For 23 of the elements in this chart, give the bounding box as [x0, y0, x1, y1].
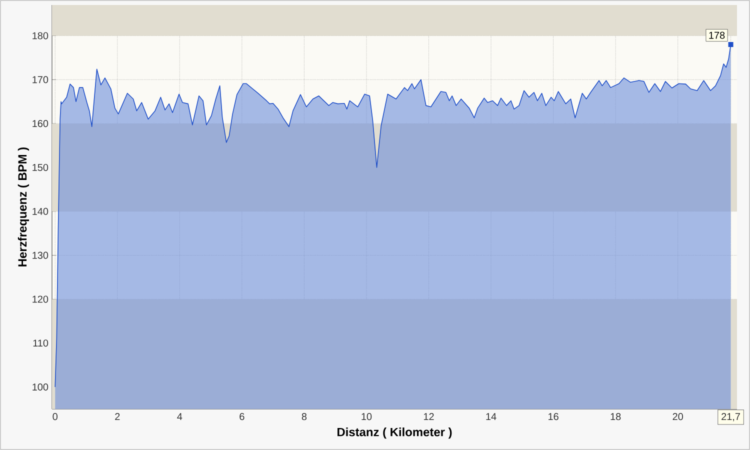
y-tick-label: 110 — [33, 340, 48, 347]
x-tick-label: 6 — [240, 413, 244, 420]
y-axis-title: Herzfrequenz ( BPM ) — [18, 147, 30, 266]
y-tick-label: 140 — [32, 208, 48, 215]
annotation: 178 — [709, 32, 725, 39]
x-tick-label: 4 — [177, 413, 182, 420]
y-tick-label: 120 — [32, 296, 48, 303]
y-tick-label: 180 — [32, 32, 48, 40]
y-tick-label: 160 — [32, 120, 48, 128]
y-tick-label: 130 — [32, 252, 48, 259]
x-tick-label: 10 — [362, 413, 372, 420]
y-tick-label: 170 — [32, 76, 48, 84]
x-tick-label: 0 — [52, 413, 58, 420]
x-tick-label: 12 — [424, 413, 434, 420]
x-tick-label: 16 — [548, 413, 558, 420]
y-tick-label: 100 — [32, 384, 48, 391]
x-axis-title: Distanz ( Kilometer ) — [338, 428, 452, 439]
x-tick-label: 8 — [302, 413, 307, 420]
y-tick-label: 150 — [32, 164, 48, 172]
x-tick-label: 2 — [115, 413, 120, 420]
x-tick-label: 20 — [672, 413, 684, 420]
x-tick-label: 14 — [486, 413, 496, 420]
x-tick-label: 18 — [610, 413, 621, 420]
